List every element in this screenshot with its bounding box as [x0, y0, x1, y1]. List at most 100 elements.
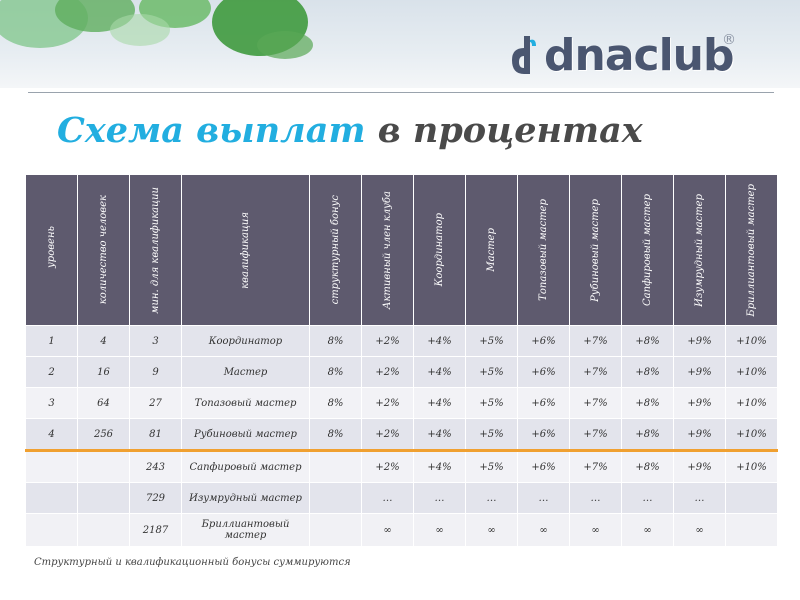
- table-cell: +9%: [673, 418, 726, 451]
- header-cell: Координатор: [413, 174, 466, 326]
- table-cell: +8%: [621, 325, 674, 357]
- table-cell: [25, 513, 78, 547]
- registered-mark: ®: [722, 32, 736, 48]
- table-cell: +4%: [413, 356, 466, 388]
- header-cell: Активный член клуба: [361, 174, 414, 326]
- table-cell: 243: [129, 449, 182, 483]
- table-cell: 2187: [129, 513, 182, 547]
- table-cell: +8%: [621, 387, 674, 419]
- table-cell: [77, 482, 130, 514]
- table-cell: +8%: [621, 356, 674, 388]
- table-cell: [309, 513, 362, 547]
- table-cell: +6%: [517, 325, 570, 357]
- table-cell: +6%: [517, 356, 570, 388]
- table-cell: …: [413, 482, 466, 514]
- table-cell: 1: [25, 325, 78, 357]
- table-cell: …: [361, 482, 414, 514]
- table-cell: +5%: [465, 418, 518, 451]
- table-cell: ∞: [621, 513, 674, 547]
- table-cell: 9: [129, 356, 182, 388]
- table-cell: 4: [77, 325, 130, 357]
- dnaclub-logo: dnaclub: [510, 30, 734, 78]
- table-cell: +9%: [673, 356, 726, 388]
- table-cell: …: [569, 482, 622, 514]
- page-title-rest: в процентах: [365, 110, 643, 151]
- payout-table: уровень количество человек мин. для квал…: [25, 174, 778, 547]
- table-cell: Топазовый мастер: [181, 387, 310, 419]
- table-cell: 256: [77, 418, 130, 451]
- table-cell: 4: [25, 418, 78, 451]
- header-banner: [0, 0, 800, 88]
- table-cell: +7%: [569, 387, 622, 419]
- table-cell: [77, 513, 130, 547]
- page-title: Схема выплат в процентах: [57, 110, 643, 151]
- table-header-row: уровень количество человек мин. для квал…: [25, 174, 778, 326]
- table-cell: Координатор: [181, 325, 310, 357]
- table-cell: +10%: [725, 356, 778, 388]
- table-cell: 8%: [309, 418, 362, 451]
- header-cell: Рубиновый мастер: [569, 174, 622, 326]
- table-cell: 64: [77, 387, 130, 419]
- table-cell: +2%: [361, 418, 414, 451]
- table-cell: +10%: [725, 387, 778, 419]
- table-cell: +9%: [673, 325, 726, 357]
- table-cell: …: [673, 482, 726, 514]
- header-cell: структурный бонус: [309, 174, 362, 326]
- table-cell: …: [621, 482, 674, 514]
- table-row: 729 Изумрудный мастер … … … … … … …: [25, 482, 778, 514]
- table-cell: 8%: [309, 356, 362, 388]
- table-cell: ∞: [517, 513, 570, 547]
- table-cell: +10%: [725, 449, 778, 483]
- table-row: 2187 Бриллиантовый мастер ∞ ∞ ∞ ∞ ∞ ∞ ∞: [25, 513, 778, 547]
- logo-mark-icon: [512, 36, 536, 74]
- header-cell: Изумрудный мастер: [673, 174, 726, 326]
- table-row: 1 4 3 Координатор 8% +2% +4% +5% +6% +7%…: [25, 325, 778, 357]
- table-cell: …: [465, 482, 518, 514]
- table-cell: +7%: [569, 449, 622, 483]
- table-cell: ∞: [465, 513, 518, 547]
- table-cell: [25, 482, 78, 514]
- table-cell: 3: [129, 325, 182, 357]
- table-row: 243 Сапфировый мастер +2% +4% +5% +6% +7…: [25, 449, 778, 483]
- table-cell: +5%: [465, 325, 518, 357]
- table-cell: +8%: [621, 449, 674, 483]
- table-cell: +2%: [361, 387, 414, 419]
- table-cell: 81: [129, 418, 182, 451]
- table-cell: [309, 482, 362, 514]
- table-cell: +10%: [725, 418, 778, 451]
- table-cell: +7%: [569, 325, 622, 357]
- table-cell: [25, 449, 78, 483]
- table-row: 3 64 27 Топазовый мастер 8% +2% +4% +5% …: [25, 387, 778, 419]
- table-cell: +5%: [465, 449, 518, 483]
- header-cell: Топазовый мастер: [517, 174, 570, 326]
- header-cell: мин. для квалификации: [129, 174, 182, 326]
- table-cell: [725, 482, 778, 514]
- table-cell: +7%: [569, 356, 622, 388]
- header-divider: [28, 92, 774, 93]
- table-cell: 3: [25, 387, 78, 419]
- table-cell: 729: [129, 482, 182, 514]
- table-cell: +9%: [673, 449, 726, 483]
- table-cell: ∞: [569, 513, 622, 547]
- table-cell: ∞: [413, 513, 466, 547]
- table-cell: 8%: [309, 325, 362, 357]
- header-cell: Сапфировый мастер: [621, 174, 674, 326]
- header-cell: Мастер: [465, 174, 518, 326]
- table-cell: +9%: [673, 387, 726, 419]
- header-cell: квалификация: [181, 174, 310, 326]
- table-cell: ∞: [673, 513, 726, 547]
- table-cell: +5%: [465, 387, 518, 419]
- table-cell: Сапфировый мастер: [181, 449, 310, 483]
- header-cell: количество человек: [77, 174, 130, 326]
- table-cell: +6%: [517, 418, 570, 451]
- table-cell: +4%: [413, 418, 466, 451]
- table-cell: [77, 449, 130, 483]
- table-row: 2 16 9 Мастер 8% +2% +4% +5% +6% +7% +8%…: [25, 356, 778, 388]
- footnote: Структурный и квалификационный бонусы су…: [34, 557, 351, 568]
- table-cell: +4%: [413, 449, 466, 483]
- table-cell: +5%: [465, 356, 518, 388]
- table-cell: 2: [25, 356, 78, 388]
- table-cell: +4%: [413, 387, 466, 419]
- table-cell: [309, 449, 362, 483]
- table-cell: +6%: [517, 387, 570, 419]
